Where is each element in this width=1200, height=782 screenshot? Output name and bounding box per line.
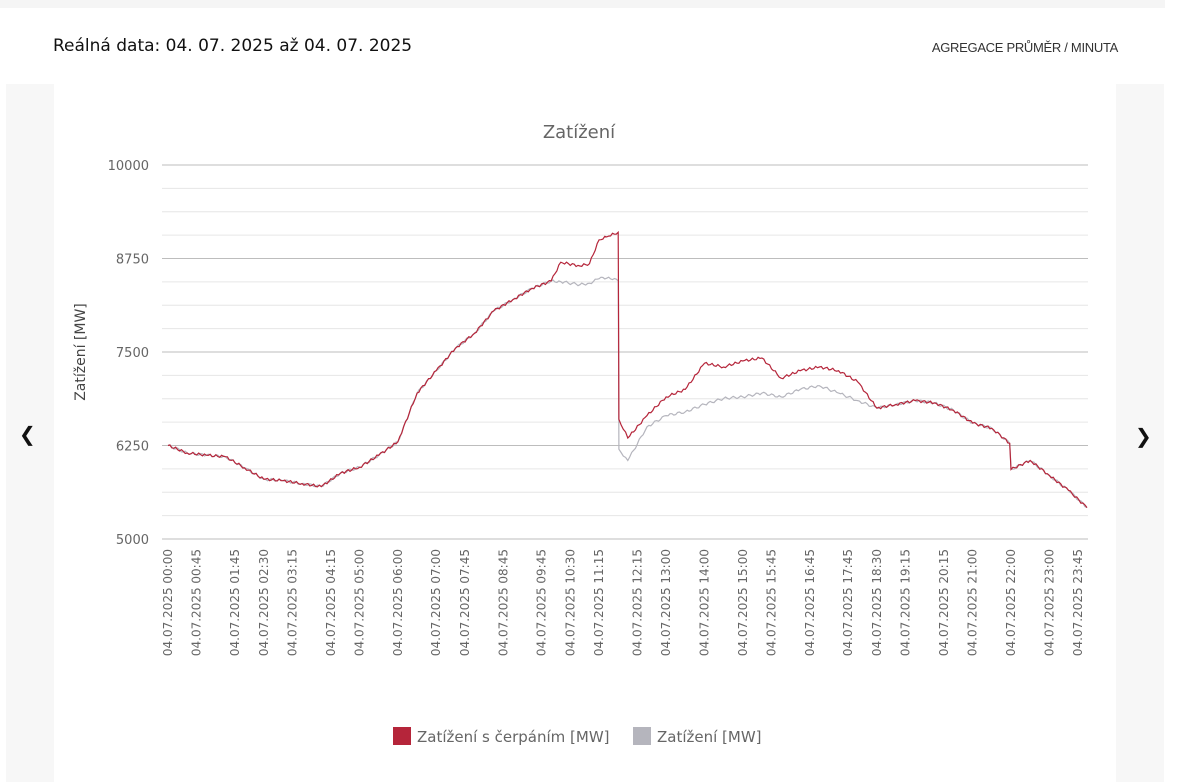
y-tick-label: 7500 [116, 346, 149, 361]
prev-panel[interactable] [6, 84, 54, 782]
series-line-pumping [167, 230, 1088, 508]
x-tick-label: 04.07.2025 09:45 [535, 549, 549, 656]
x-tick-label: 04.07.2025 00:45 [190, 549, 204, 656]
chevron-right-icon[interactable]: ❯ [1135, 424, 1152, 448]
x-tick-label: 04.07.2025 04:15 [324, 549, 338, 656]
x-tick-label: 04.07.2025 14:00 [697, 549, 711, 656]
x-tick-label: 04.07.2025 22:00 [1004, 549, 1018, 656]
top-strip [0, 0, 1165, 8]
x-tick-label: 04.07.2025 06:00 [391, 549, 405, 656]
next-panel[interactable] [1116, 84, 1164, 782]
aggregation-label[interactable]: AGREGACE PRŮMĚR / MINUTA [931, 40, 1118, 55]
x-tick-label: 04.07.2025 05:00 [353, 549, 367, 656]
x-tick-label: 04.07.2025 13:00 [659, 549, 673, 656]
x-tick-label: 04.07.2025 02:30 [257, 549, 271, 656]
legend-swatch-load[interactable] [633, 727, 651, 745]
y-tick-label: 10000 [108, 159, 149, 174]
x-tick-label: 04.07.2025 21:00 [966, 549, 980, 656]
legend-label-pumping[interactable]: Zatížení s čerpáním [MW] [417, 728, 610, 746]
x-tick-label: 04.07.2025 07:45 [458, 549, 472, 656]
y-tick-label: 6250 [116, 440, 149, 455]
x-tick-label: 04.07.2025 08:45 [496, 549, 510, 656]
x-tick-label: 04.07.2025 12:15 [630, 549, 644, 656]
x-tick-label: 04.07.2025 17:45 [841, 549, 855, 656]
x-tick-label: 04.07.2025 01:45 [228, 549, 242, 656]
x-tick-label: 04.07.2025 23:45 [1071, 549, 1085, 656]
chevron-left-icon[interactable]: ❮ [19, 422, 36, 446]
x-tick-label: 04.07.2025 00:00 [161, 549, 175, 656]
series-line-load [167, 276, 1088, 509]
x-tick-label: 04.07.2025 15:00 [736, 549, 750, 656]
x-tick-label: 04.07.2025 03:15 [286, 549, 300, 656]
y-tick-label: 8750 [116, 253, 149, 268]
x-tick-label: 04.07.2025 11:15 [592, 549, 606, 656]
legend-label-load[interactable]: Zatížení [MW] [657, 728, 762, 746]
x-tick-label: 04.07.2025 19:15 [899, 549, 913, 656]
chart-title: Zatížení [543, 122, 616, 143]
x-tick-label: 04.07.2025 07:00 [429, 549, 443, 656]
x-tick-label: 04.07.2025 15:45 [765, 549, 779, 656]
y-axis-label: Zatížení [MW] [73, 303, 89, 401]
page-title: Reálná data: 04. 07. 2025 až 04. 07. 202… [53, 36, 413, 56]
legend-swatch-pumping[interactable] [393, 727, 411, 745]
x-tick-label: 04.07.2025 16:45 [803, 549, 817, 656]
y-tick-label: 5000 [116, 533, 149, 548]
x-tick-label: 04.07.2025 20:15 [937, 549, 951, 656]
x-tick-label: 04.07.2025 23:00 [1042, 549, 1056, 656]
x-tick-label: 04.07.2025 10:30 [563, 549, 577, 656]
x-tick-label: 04.07.2025 18:30 [870, 549, 884, 656]
